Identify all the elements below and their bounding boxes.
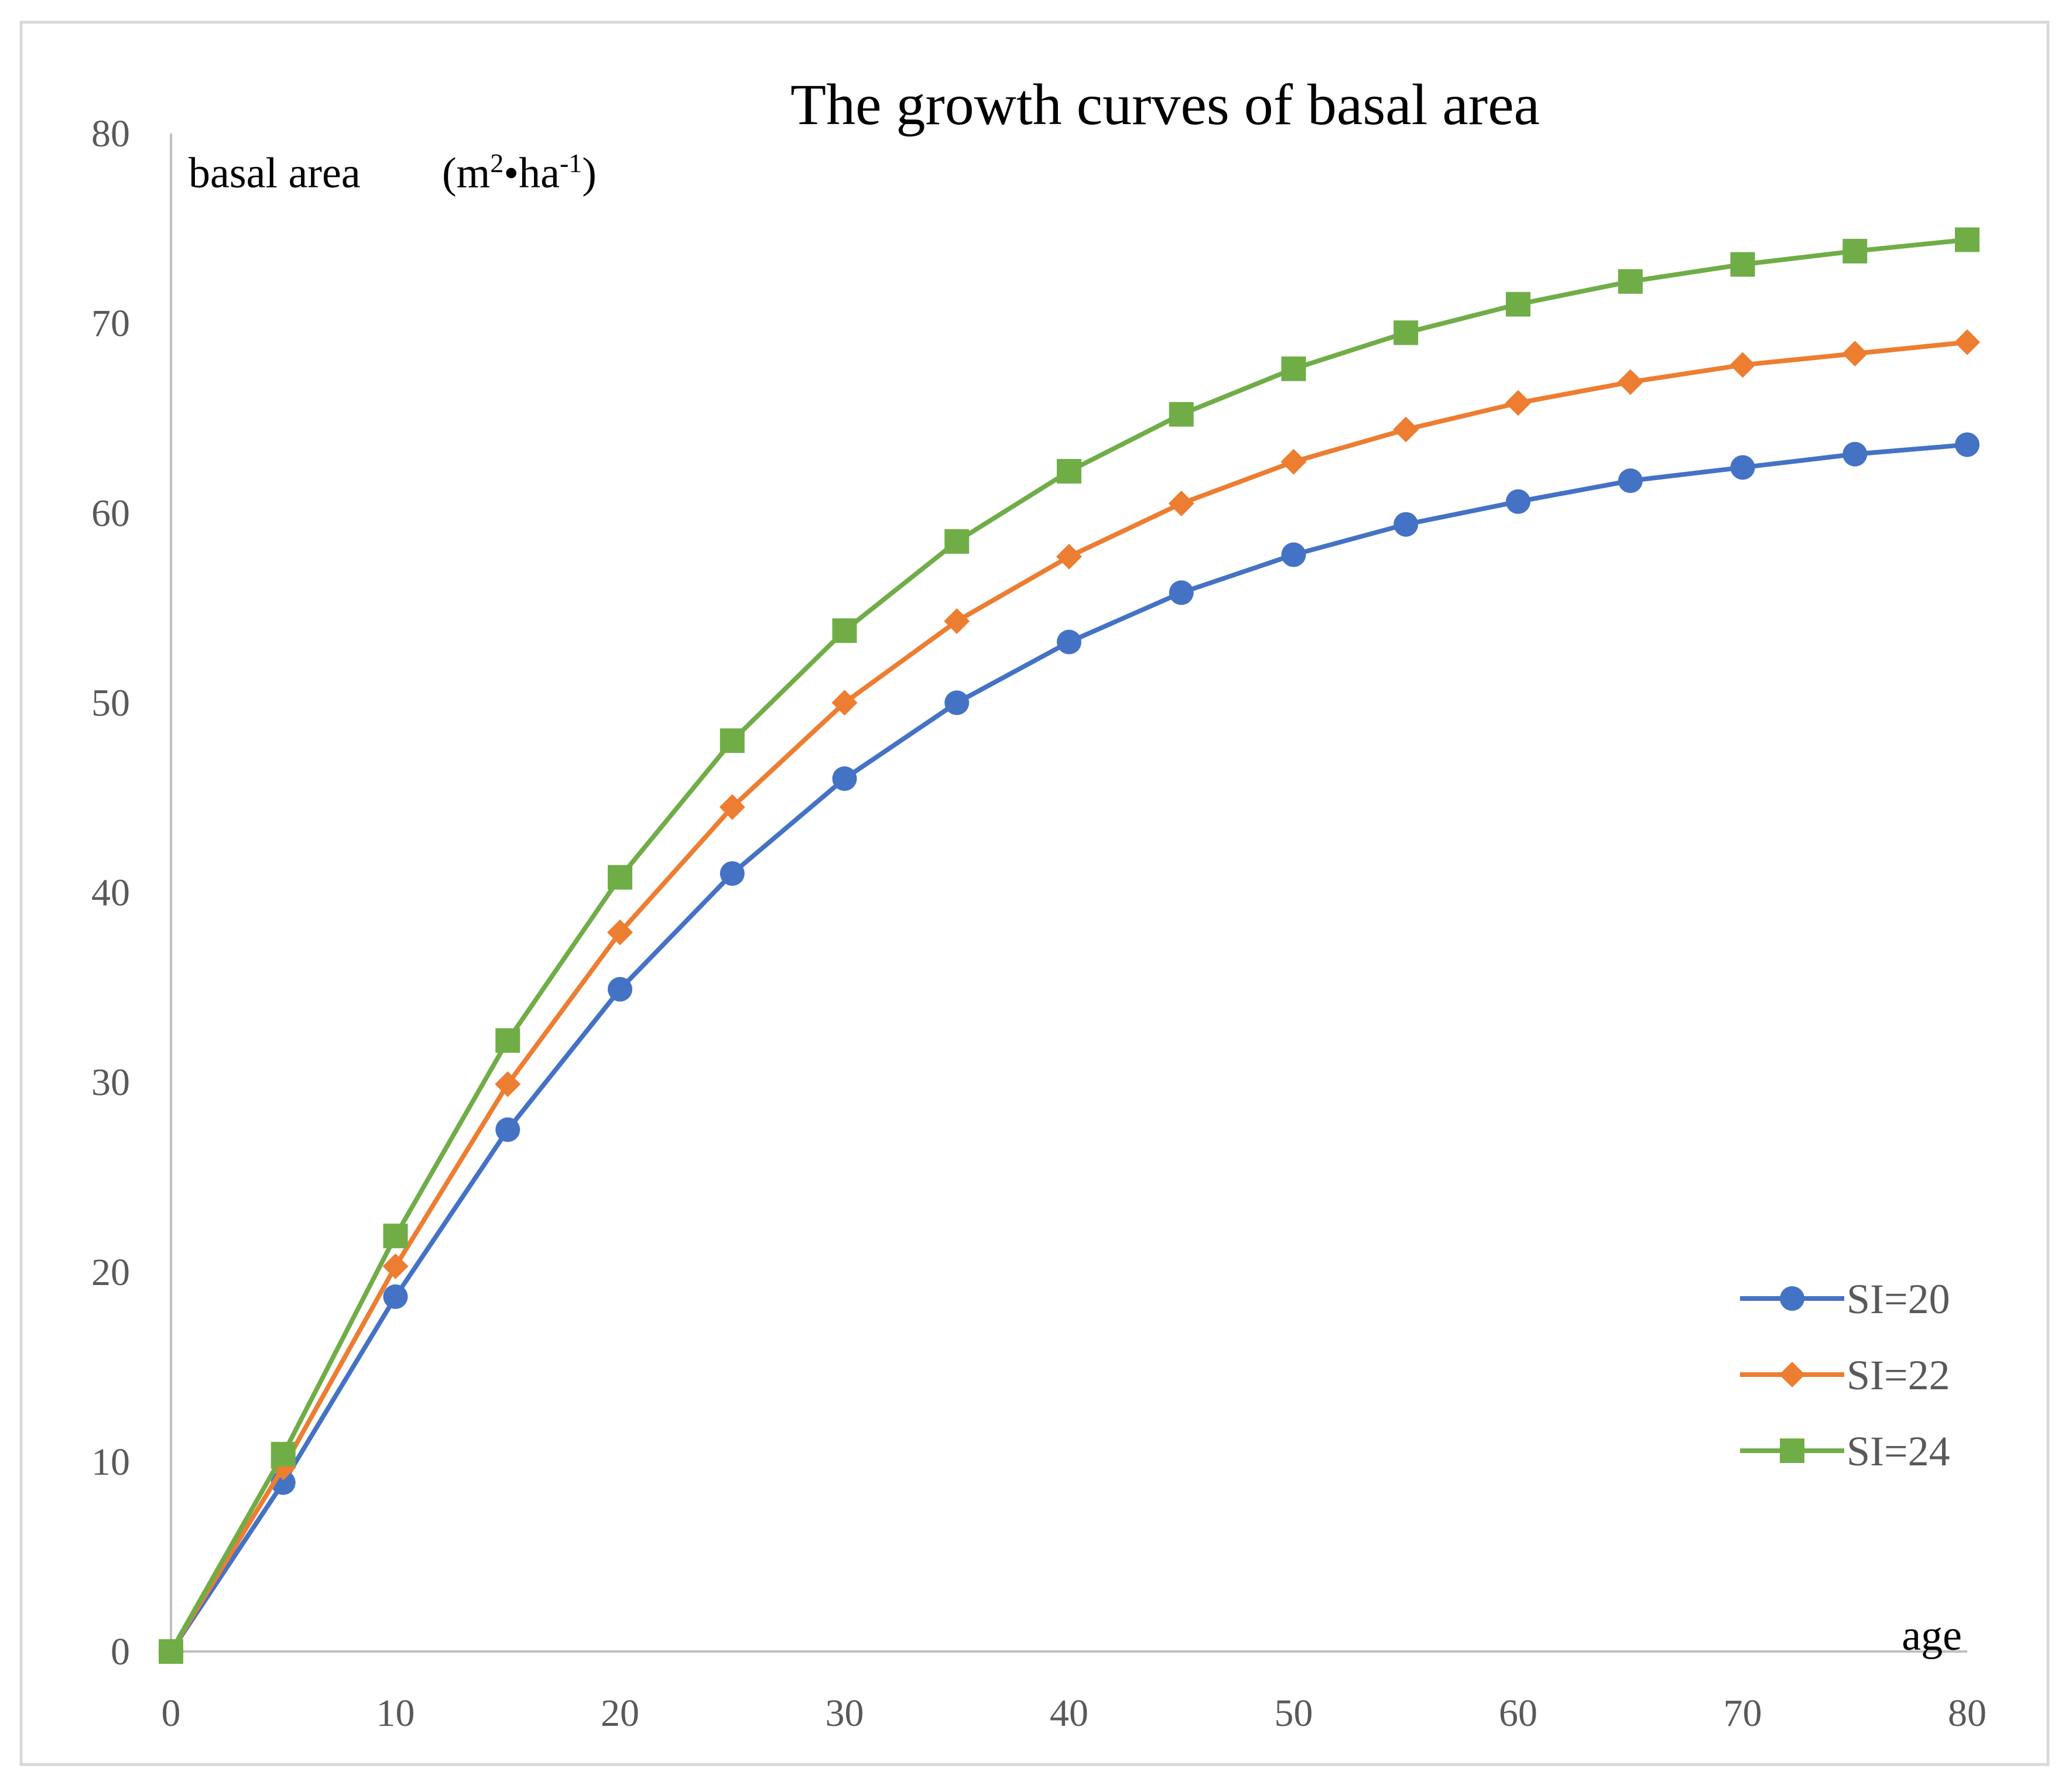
data-point — [383, 1284, 408, 1309]
data-point — [383, 1224, 408, 1249]
y-tick-label: 40 — [91, 872, 130, 914]
data-point — [832, 766, 857, 792]
y-axis-label: basal area (m2•ha-1) — [189, 148, 597, 197]
data-point — [720, 861, 745, 886]
x-axis-label: age — [1902, 1612, 1962, 1660]
legend: SI=20 SI=22 SI=24 — [1740, 1276, 1950, 1475]
y-axis-unit: (m2•ha-1) — [442, 148, 597, 197]
data-point — [1169, 402, 1194, 427]
legend-item: SI=20 — [1740, 1276, 1950, 1323]
data-point — [1730, 455, 1755, 480]
data-point — [1842, 441, 1868, 467]
x-tick-labels: 0 10 20 30 40 50 60 70 80 — [162, 1692, 1987, 1735]
data-point — [1057, 629, 1081, 655]
data-point — [1955, 432, 1979, 457]
x-tick-label: 20 — [601, 1692, 639, 1735]
chart-frame — [19, 20, 2050, 1766]
data-point — [1281, 542, 1306, 567]
y-axis-label-text: basal area — [189, 149, 361, 197]
data-point — [1955, 227, 1979, 252]
x-tick-label: 70 — [1724, 1692, 1762, 1735]
data-point — [1506, 489, 1530, 514]
x-tick-label: 10 — [376, 1692, 415, 1735]
x-tick-label: 80 — [1948, 1692, 1987, 1735]
data-point — [1618, 269, 1643, 294]
legend-label: SI=22 — [1847, 1352, 1950, 1399]
data-point — [1730, 252, 1755, 277]
y-tick-label: 30 — [91, 1061, 130, 1104]
data-point — [944, 690, 970, 715]
data-point — [159, 1639, 183, 1664]
legend-label: SI=24 — [1847, 1428, 1950, 1475]
data-point — [495, 1117, 520, 1142]
legend-marker — [1780, 1286, 1804, 1311]
data-point — [1169, 580, 1194, 605]
data-point — [1842, 340, 1868, 366]
chart-title: The growth curves of basal area — [790, 72, 1540, 137]
data-point — [1281, 356, 1306, 381]
data-point — [1617, 369, 1643, 395]
x-tick-label: 60 — [1499, 1692, 1537, 1735]
data-point — [944, 529, 970, 554]
data-point — [608, 977, 632, 1002]
data-point — [1168, 491, 1194, 517]
y-tick-label: 0 — [111, 1630, 130, 1673]
data-point — [1505, 390, 1531, 416]
data-point — [1393, 512, 1419, 537]
legend-item: SI=22 — [1740, 1352, 1950, 1399]
y-tick-label: 50 — [91, 681, 130, 724]
data-point — [1729, 352, 1756, 378]
series-si-24 — [159, 227, 1979, 1664]
y-tick-label: 20 — [91, 1251, 130, 1294]
data-point — [1393, 416, 1419, 443]
y-tick-labels: 0 10 20 30 40 50 60 70 80 — [91, 112, 130, 1673]
data-point — [1057, 458, 1081, 484]
y-tick-label: 60 — [91, 492, 130, 535]
data-point — [1842, 238, 1868, 263]
legend-marker — [1780, 1438, 1804, 1463]
x-tick-label: 50 — [1275, 1692, 1313, 1735]
data-point — [270, 1441, 296, 1467]
data-point — [831, 690, 858, 716]
data-point — [495, 1028, 520, 1053]
legend-item: SI=24 — [1740, 1428, 1950, 1475]
data-point — [719, 794, 745, 820]
y-tick-label: 10 — [91, 1441, 130, 1483]
x-tick-label: 40 — [1050, 1692, 1088, 1735]
data-point — [495, 1071, 521, 1097]
data-point — [832, 618, 857, 643]
data-point — [1393, 320, 1419, 345]
data-point — [1506, 292, 1530, 317]
data-point — [720, 728, 745, 753]
legend-marker — [1779, 1362, 1805, 1387]
series-layer — [158, 227, 1980, 1664]
x-tick-label: 0 — [162, 1692, 181, 1735]
y-tick-label: 70 — [91, 302, 130, 345]
data-point — [608, 865, 632, 890]
data-point — [944, 608, 970, 635]
y-tick-label: 80 — [91, 112, 130, 155]
data-point — [1280, 448, 1307, 475]
legend-label: SI=20 — [1847, 1276, 1950, 1323]
data-point — [382, 1253, 409, 1280]
x-tick-label: 30 — [826, 1692, 864, 1735]
data-point — [1618, 468, 1643, 494]
data-point — [1056, 543, 1082, 570]
data-point — [1954, 329, 1980, 355]
data-point — [607, 919, 633, 945]
